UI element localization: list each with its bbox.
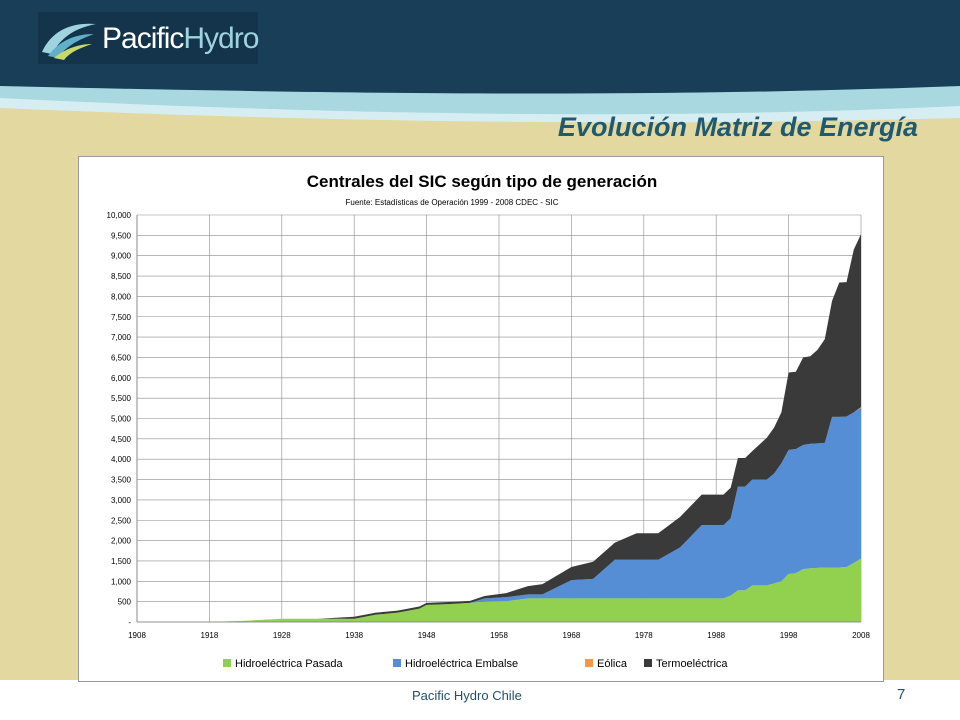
series-area-termoel-ctrica — [137, 234, 861, 622]
x-tick-label: 1938 — [345, 631, 363, 640]
footer-white-band — [0, 680, 960, 720]
legend-swatch — [644, 659, 652, 667]
legend-label: Hidroeléctrica Embalse — [405, 658, 518, 670]
legend-label: Hidroeléctrica Pasada — [235, 658, 343, 670]
y-tick-label: 4,500 — [111, 435, 132, 444]
y-tick-label: 5,000 — [111, 415, 132, 424]
y-tick-label: 9,500 — [111, 231, 132, 240]
y-tick-label: 10,000 — [107, 211, 132, 220]
chart-title: Centrales del SIC según tipo de generaci… — [307, 172, 657, 191]
y-tick-label: 6,000 — [111, 374, 132, 383]
x-tick-label: 1978 — [635, 631, 653, 640]
gridlines — [136, 214, 862, 623]
legend-swatch — [223, 659, 231, 667]
y-tick-label: 5,500 — [111, 394, 132, 403]
x-tick-label: 1908 — [128, 631, 146, 640]
legend-label: Eólica — [597, 658, 628, 670]
page-number: 7 — [897, 686, 906, 703]
axes: - 500 1,000 1,500 2,000 2,500 3,000 3,500 4,000 4… — [107, 211, 871, 640]
x-tick-label: 1928 — [273, 631, 291, 640]
y-tick-label: - — [128, 618, 131, 627]
company-logo — [38, 12, 258, 64]
x-tick-label: 1968 — [563, 631, 581, 640]
y-tick-label: 2,000 — [111, 537, 132, 546]
y-tick-label: 4,000 — [111, 455, 132, 464]
x-tick-label: 1988 — [707, 631, 725, 640]
y-tick-label: 8,000 — [111, 292, 132, 301]
y-tick-label: 7,000 — [111, 333, 132, 342]
y-tick-label: 9,000 — [111, 252, 132, 261]
legend: Hidroeléctrica Pasada Hidroeléctrica Emba… — [223, 658, 728, 670]
logo-text-pacific: Pacific — [102, 22, 184, 55]
series-area-hidroel-ctrica-pasada — [137, 558, 861, 622]
x-tick-label: 1998 — [780, 631, 798, 640]
series-area-hidroel-ctrica-embalse — [137, 407, 861, 622]
x-tick-label: 1918 — [201, 631, 219, 640]
x-tick-label: 1958 — [490, 631, 508, 640]
series-areas — [137, 234, 861, 622]
slide-title: Evolución Matriz de Energía — [557, 112, 918, 142]
y-tick-label: 7,500 — [111, 313, 132, 322]
legend-label: Termoeléctrica — [656, 658, 728, 670]
y-tick-label: 8,500 — [111, 272, 132, 281]
logo-wordmark: PacificHydro — [102, 22, 259, 56]
legend-swatch — [585, 659, 593, 667]
y-tick-label: 3,500 — [111, 476, 132, 485]
footer-company-name: Pacific Hydro Chile — [412, 688, 522, 703]
y-tick-label: 3,000 — [111, 496, 132, 505]
chart-subtitle: Fuente: Estadísticas de Operación 1999 -… — [346, 198, 559, 207]
y-tick-label: 6,500 — [111, 353, 132, 362]
logo-text-hydro: Hydro — [183, 22, 259, 55]
y-tick-label: 1,500 — [111, 557, 132, 566]
chart-frame: Centrales del SIC según tipo de generaci… — [78, 156, 884, 682]
x-tick-label: 2008 — [852, 631, 870, 640]
y-tick-label: 1,000 — [111, 577, 132, 586]
y-tick-label: 2,500 — [111, 516, 132, 525]
x-tick-label: 1948 — [418, 631, 436, 640]
legend-swatch — [393, 659, 401, 667]
logo-swoosh-icon — [42, 23, 96, 60]
y-tick-label: 500 — [118, 598, 132, 607]
stacked-area-chart: Centrales del SIC según tipo de generaci… — [107, 172, 871, 670]
